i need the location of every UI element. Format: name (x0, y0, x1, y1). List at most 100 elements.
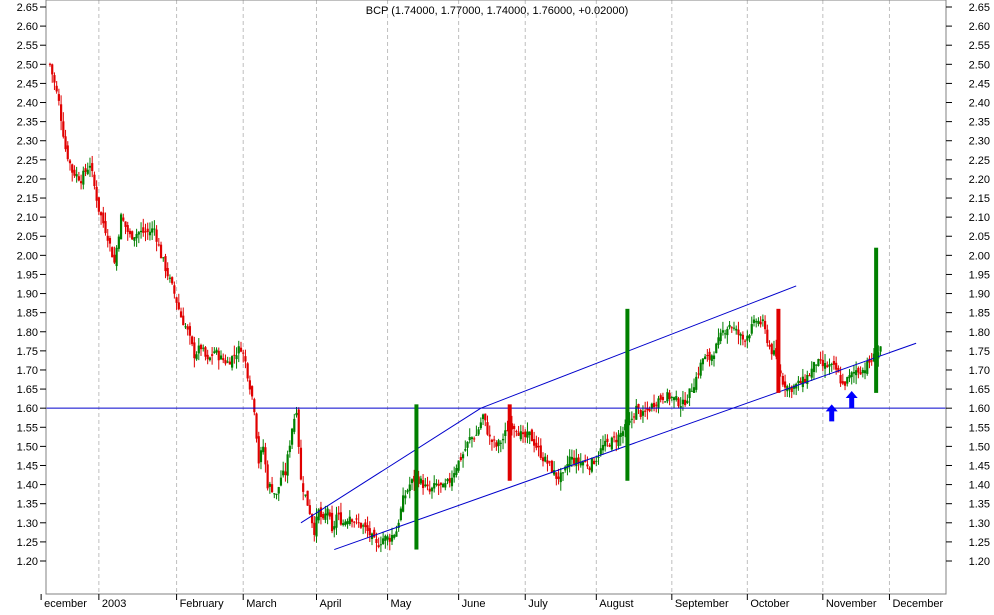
candle-body (695, 376, 698, 390)
candle-body (102, 212, 105, 224)
y-tick-label-left: 2.25 (17, 155, 38, 167)
candle-body (732, 327, 736, 329)
candle-body (559, 472, 562, 483)
y-tick-label-left: 1.75 (17, 346, 38, 358)
candle-body (346, 521, 349, 525)
candle-body (153, 228, 156, 230)
candle-body (211, 354, 214, 356)
candle-body (661, 396, 665, 401)
candle-body (577, 457, 580, 463)
candle-body (806, 375, 809, 384)
candle-body (197, 345, 200, 354)
y-tick-label-right: 2.45 (969, 78, 990, 90)
y-tick-label-right: 2.40 (969, 98, 990, 110)
candle-body (843, 381, 847, 386)
y-tick-label-left: 2.60 (17, 21, 38, 33)
candle-body (570, 456, 573, 460)
candle-body (655, 404, 658, 406)
candle-body (601, 444, 605, 451)
candle-body (763, 320, 767, 330)
candle-body (679, 406, 682, 408)
candle-body (333, 526, 336, 530)
candle-body (788, 388, 791, 390)
candle-body (342, 523, 345, 526)
candle-body (68, 160, 72, 164)
candle-body (91, 163, 94, 172)
y-tick-label-left: 1.35 (17, 499, 38, 511)
candle-body (797, 380, 800, 384)
x-tick-label: June (462, 598, 486, 610)
y-tick-label-left: 2.20 (17, 174, 38, 186)
candle-body (128, 230, 132, 235)
candle-body (350, 519, 354, 522)
candle-body (277, 487, 280, 494)
candle-body (273, 493, 276, 495)
candle-body (457, 460, 460, 471)
y-tick-label-left: 1.65 (17, 384, 38, 396)
y-tick-label-right: 2.00 (969, 250, 990, 262)
y-tick-label-left: 1.25 (17, 537, 38, 549)
candle-body (721, 330, 724, 333)
candle-body (377, 545, 380, 548)
candle-body (823, 362, 827, 369)
candle-body (126, 225, 129, 232)
candle-body (406, 490, 409, 493)
candle-body (568, 456, 571, 467)
y-tick-label-right: 1.80 (969, 327, 990, 339)
candle-body (66, 145, 69, 160)
candle-body (279, 477, 283, 486)
candle-body (513, 425, 516, 429)
candle-body (124, 221, 127, 227)
candle-body (295, 412, 298, 416)
candle-body (104, 221, 107, 234)
candle-body (757, 320, 760, 324)
candle-body (106, 235, 109, 241)
candle-body (739, 333, 742, 336)
candle-body (226, 361, 229, 363)
candle-body (719, 332, 722, 342)
candle-body (337, 512, 340, 515)
candle-body (546, 460, 549, 464)
candle-body (157, 244, 160, 246)
candle-body (322, 514, 325, 519)
candle-body (579, 461, 582, 466)
x-tick-label: August (599, 598, 633, 610)
candle-body (208, 357, 211, 361)
y-tick-label-right: 1.60 (969, 403, 990, 415)
signal-bar (507, 404, 512, 481)
y-tick-label-left: 2.50 (17, 59, 38, 71)
candle-body (715, 343, 718, 354)
candle-body (717, 337, 720, 345)
candle-body (79, 181, 83, 184)
candle-body (430, 487, 434, 492)
candle-body (657, 398, 660, 408)
y-tick-label-left: 1.55 (17, 422, 38, 434)
signal-bar (625, 308, 630, 481)
candle-body (850, 372, 853, 378)
candle-body (282, 470, 285, 476)
candle-body (304, 494, 307, 496)
candle-body (88, 165, 92, 168)
candle-body (388, 537, 391, 542)
candle-body (193, 342, 196, 359)
candle-body (666, 392, 669, 402)
candle-body (493, 439, 496, 441)
candle-body (553, 470, 556, 475)
candle-body (817, 359, 820, 366)
candle-body (646, 408, 649, 411)
candle-body (97, 197, 100, 212)
candle-body (741, 334, 744, 340)
candle-body (215, 349, 218, 353)
candle-body (781, 375, 784, 385)
candle-body (879, 346, 882, 352)
candle-body (746, 335, 749, 341)
candle-body (790, 386, 793, 393)
candle-body (417, 476, 420, 485)
candle-body (244, 356, 247, 362)
candle-body (439, 482, 442, 485)
candle-layer (48, 62, 882, 553)
candle-body (375, 539, 378, 543)
chart-title: BCP (1.74000, 1.77000, 1.74000, 1.76000,… (366, 5, 629, 17)
